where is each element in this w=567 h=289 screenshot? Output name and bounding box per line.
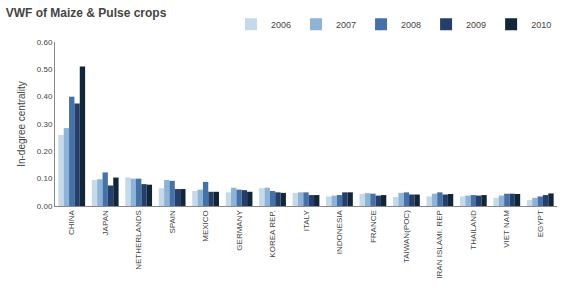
svg-text:0.10: 0.10 — [37, 174, 53, 183]
svg-text:FRANCE: FRANCE — [369, 210, 378, 243]
svg-text:INDONESIA: INDONESIA — [335, 210, 344, 255]
svg-text:VIET NAM: VIET NAM — [502, 210, 511, 248]
svg-text:MEXICO: MEXICO — [201, 210, 210, 242]
svg-text:0.60: 0.60 — [37, 38, 53, 47]
svg-text:2006: 2006 — [271, 20, 291, 30]
svg-text:0.50: 0.50 — [37, 65, 53, 74]
svg-text:CHINA: CHINA — [67, 210, 76, 236]
svg-text:GERMANY: GERMANY — [235, 210, 244, 251]
svg-text:2008: 2008 — [401, 20, 421, 30]
svg-text:KOREA REP.: KOREA REP. — [268, 210, 277, 257]
svg-text:EGYPT: EGYPT — [536, 210, 545, 237]
svg-text:TAIWAN(POC): TAIWAN(POC) — [402, 210, 411, 263]
svg-text:JAPAN: JAPAN — [101, 210, 110, 235]
svg-text:0.00: 0.00 — [37, 202, 53, 211]
svg-text:In-degree centrality: In-degree centrality — [16, 81, 27, 167]
svg-text:2009: 2009 — [466, 20, 486, 30]
svg-text:0.40: 0.40 — [37, 92, 53, 101]
svg-text:2007: 2007 — [336, 20, 356, 30]
svg-text:THAILAND: THAILAND — [469, 210, 478, 250]
svg-text:0.20: 0.20 — [37, 147, 53, 156]
svg-text:ITALY: ITALY — [302, 210, 311, 232]
svg-text:IRAN ISLAMI. REP: IRAN ISLAMI. REP — [435, 210, 444, 278]
svg-text:2010: 2010 — [531, 20, 551, 30]
svg-text:SPAIN: SPAIN — [168, 210, 177, 234]
svg-text:NETHERLANDS: NETHERLANDS — [134, 210, 143, 270]
svg-text:0.30: 0.30 — [37, 120, 53, 129]
svg-text:VWF of Maize & Pulse crops: VWF of Maize & Pulse crops — [6, 6, 167, 20]
